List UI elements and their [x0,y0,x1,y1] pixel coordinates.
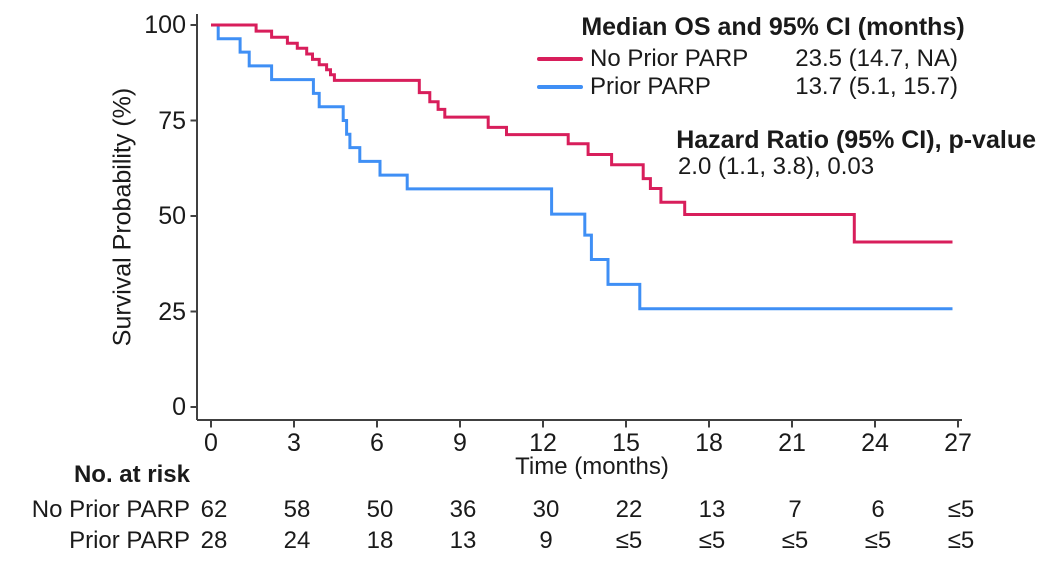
risk-count: ≤5 [698,527,726,554]
risk-count: ≤5 [781,527,809,554]
risk-count: 7 [788,496,802,523]
risk-table-header: No. at risk [73,461,190,488]
x-tick-label: 6 [370,429,384,457]
risk-count: 13 [698,496,726,523]
risk-count: ≤5 [615,527,643,554]
x-tick-label: 18 [695,429,723,457]
risk-row-label: Prior PARP [69,527,190,554]
x-tick-label: 12 [529,429,557,457]
risk-count: 24 [283,527,311,554]
y-tick-label: 50 [158,202,186,230]
x-tick-label: 24 [861,429,889,457]
y-tick-label: 75 [158,106,186,135]
y-tick-label: 100 [144,11,186,39]
legend-entry-label: Prior PARP [590,73,711,100]
x-axis-label: Time (months) [515,453,669,480]
risk-count: 62 [200,496,228,523]
legend-entry-value: 13.7 (5.1, 15.7) [795,73,958,100]
risk-count: 58 [283,496,311,523]
risk-count: 13 [449,527,477,554]
risk-count: ≤5 [947,527,975,554]
x-tick-label: 15 [612,429,640,457]
legend-swatch [537,85,583,89]
legend-title: Median OS and 95% CI (months) [581,13,965,41]
x-tick-label: 9 [453,429,467,457]
x-tick-label: 3 [287,429,301,457]
risk-count: 30 [532,496,560,523]
risk-count: 50 [366,496,394,523]
km-curve-no-prior-parp [211,23,953,244]
risk-count: ≤5 [864,527,892,554]
y-tick-label: 25 [158,297,186,326]
x-tick-label: 27 [944,429,972,457]
risk-count: 36 [449,496,477,523]
y-tick-label: 0 [172,393,186,421]
risk-count: 18 [366,527,394,554]
legend-entry-label: No Prior PARP [590,45,749,72]
risk-count: 28 [200,527,228,554]
legend-swatch [537,57,583,61]
risk-count: 6 [871,496,885,523]
risk-row-label: No Prior PARP [31,496,190,523]
risk-count: 9 [539,527,553,554]
legend-entry-value: 23.5 (14.7, NA) [795,45,958,72]
hazard-ratio-value: 2.0 (1.1, 3.8), 0.03 [677,153,875,180]
risk-count: ≤5 [947,496,975,523]
x-tick-label: 21 [778,429,806,457]
x-tick-label: 0 [204,429,218,457]
hazard-ratio-title: Hazard Ratio (95% CI), p-value [676,126,1036,154]
km-curve-prior-parp [211,23,953,311]
risk-count: 22 [615,496,643,523]
